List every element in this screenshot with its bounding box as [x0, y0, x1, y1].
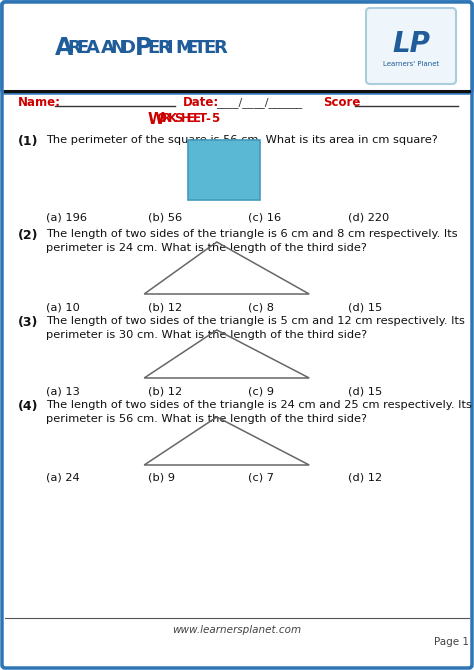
Text: (4): (4) — [18, 400, 38, 413]
Text: E: E — [147, 39, 160, 57]
Text: (c) 9: (c) 9 — [248, 386, 274, 396]
Text: R: R — [213, 39, 227, 57]
Text: Name:: Name: — [18, 96, 61, 109]
Text: M: M — [176, 39, 193, 57]
Text: (3): (3) — [18, 316, 38, 329]
Text: E: E — [185, 39, 197, 57]
Text: (d) 12: (d) 12 — [348, 473, 382, 483]
Text: T: T — [194, 39, 207, 57]
Text: (b) 12: (b) 12 — [148, 386, 182, 396]
Text: A: A — [55, 36, 73, 60]
Text: E: E — [204, 39, 216, 57]
Text: perimeter is 56 cm. What is the length of the third side?: perimeter is 56 cm. What is the length o… — [46, 414, 367, 424]
Text: A: A — [101, 39, 115, 57]
Text: (2): (2) — [18, 229, 38, 242]
Text: (d) 15: (d) 15 — [348, 386, 382, 396]
Text: K: K — [168, 113, 177, 125]
Bar — [188, 140, 260, 200]
Text: ____/____/______: ____/____/______ — [216, 98, 302, 109]
Text: (a) 10: (a) 10 — [46, 302, 80, 312]
Text: (d) 220: (d) 220 — [348, 213, 389, 223]
Text: H: H — [181, 113, 190, 125]
Text: P: P — [135, 36, 153, 60]
Text: I: I — [166, 39, 173, 57]
Text: (b) 56: (b) 56 — [148, 213, 182, 223]
FancyBboxPatch shape — [366, 8, 456, 84]
Text: -: - — [205, 113, 210, 125]
Text: The length of two sides of the triangle is 6 cm and 8 cm respectively. Its: The length of two sides of the triangle … — [46, 229, 457, 239]
Text: (a) 13: (a) 13 — [46, 386, 80, 396]
Text: E: E — [192, 113, 201, 125]
Text: Score: Score — [323, 96, 360, 109]
Text: W: W — [148, 111, 165, 127]
Text: R: R — [157, 39, 171, 57]
Text: www.learnersplanet.com: www.learnersplanet.com — [173, 625, 301, 635]
Text: The length of two sides of the triangle is 5 cm and 12 cm respectively. Its: The length of two sides of the triangle … — [46, 316, 465, 326]
Text: A: A — [86, 39, 100, 57]
Text: The perimeter of the square is 56 cm. What is its area in cm square?: The perimeter of the square is 56 cm. Wh… — [46, 135, 438, 145]
Text: (b) 12: (b) 12 — [148, 302, 182, 312]
Text: E: E — [77, 39, 89, 57]
Text: Learners' Planet: Learners' Planet — [383, 61, 439, 67]
Text: perimeter is 30 cm. What is the length of the third side?: perimeter is 30 cm. What is the length o… — [46, 330, 367, 340]
Text: LP: LP — [392, 30, 430, 58]
Text: R: R — [162, 113, 171, 125]
FancyBboxPatch shape — [2, 2, 472, 93]
Text: (d) 15: (d) 15 — [348, 302, 382, 312]
Text: Page 1: Page 1 — [435, 637, 470, 647]
Text: The length of two sides of the triangle is 24 cm and 25 cm respectively. Its: The length of two sides of the triangle … — [46, 400, 472, 410]
Text: (a) 196: (a) 196 — [46, 213, 87, 223]
Text: (a) 24: (a) 24 — [46, 473, 80, 483]
Text: (b) 9: (b) 9 — [148, 473, 175, 483]
Text: O: O — [156, 113, 166, 125]
Text: T: T — [199, 113, 207, 125]
Text: D: D — [120, 39, 135, 57]
Text: (c) 16: (c) 16 — [248, 213, 281, 223]
Text: E: E — [187, 113, 194, 125]
Text: (c) 7: (c) 7 — [248, 473, 274, 483]
Text: (1): (1) — [18, 135, 38, 148]
Text: S: S — [174, 113, 183, 125]
Text: 5: 5 — [211, 113, 219, 125]
Text: R: R — [67, 39, 81, 57]
Text: Date:: Date: — [183, 96, 219, 109]
Text: N: N — [110, 39, 126, 57]
Text: perimeter is 24 cm. What is the length of the third side?: perimeter is 24 cm. What is the length o… — [46, 243, 367, 253]
Text: (c) 8: (c) 8 — [248, 302, 274, 312]
